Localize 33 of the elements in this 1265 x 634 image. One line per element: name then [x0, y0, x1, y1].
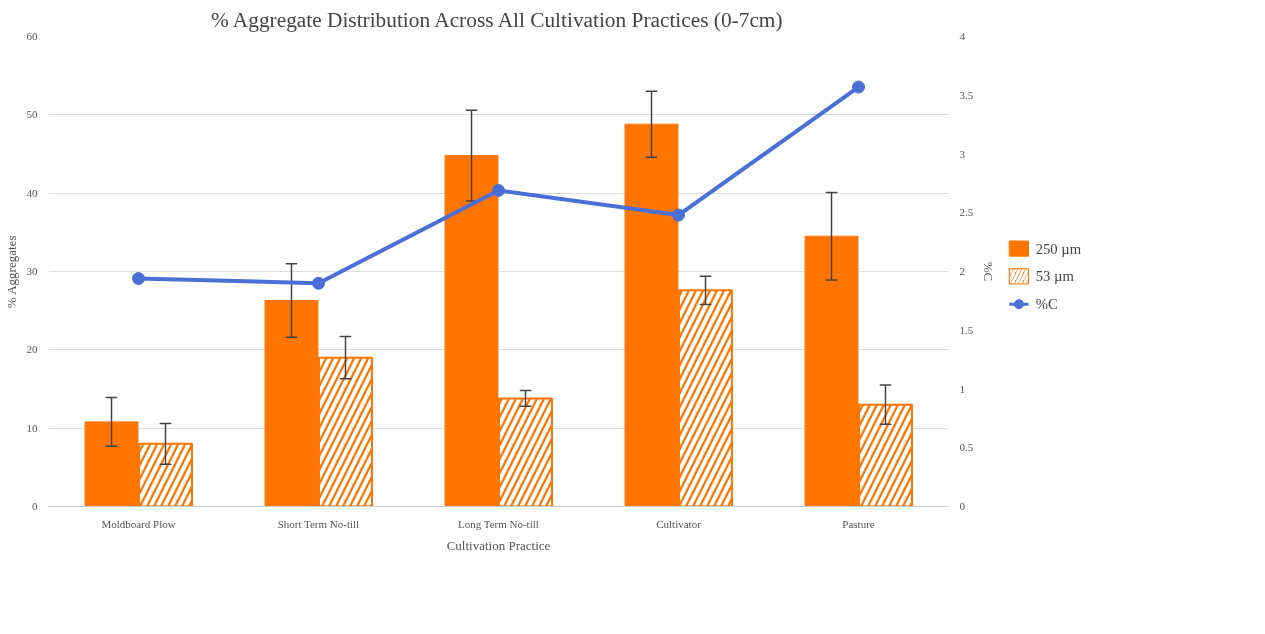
y2-tick-label: 2.5: [959, 206, 974, 219]
point: [312, 276, 325, 290]
y2-axis-title: %C: [981, 261, 997, 282]
y-tick-label: 40: [26, 186, 38, 199]
y2-tick-label: 3.5: [959, 88, 974, 101]
x-tick-label: Short Term No-till: [277, 517, 360, 530]
y2-tick-label: 3: [959, 147, 966, 160]
y-tick-label: 30: [26, 265, 38, 277]
y-axis-title: % Aggregates: [3, 235, 19, 309]
chart-title: % Aggregate Distribution Across All Cultivation Practices (0-7cm): [210, 7, 783, 32]
legend-label: 53 µm: [1035, 268, 1075, 285]
legend-label: %C: [1035, 296, 1058, 313]
y-tick-label: 10: [26, 421, 38, 434]
y2-tick-label: 1.5: [959, 323, 974, 336]
x-tick-label: Moldboard Plow: [101, 517, 176, 530]
legend-label: 250 µm: [1035, 240, 1082, 257]
y2-tick-label: 2: [959, 265, 965, 277]
point: [132, 272, 145, 286]
y2-tick-label: 1: [959, 382, 965, 395]
y-tick-label: 0: [32, 500, 38, 512]
y-tick-label: 50: [26, 108, 38, 121]
y2-tick-label: 0: [959, 500, 966, 512]
x-tick-label: Long Term No-till: [457, 517, 539, 530]
point: [492, 183, 505, 197]
y2-tick-label: 0.5: [959, 441, 974, 454]
x-axis-title: Cultivation Practice: [446, 537, 551, 553]
x-tick-label: Pasture: [842, 517, 875, 530]
y-tick-label: 60: [26, 30, 38, 42]
y2-tick-label: 4: [959, 30, 966, 42]
point: [852, 80, 865, 94]
y-tick-label: 20: [26, 343, 38, 356]
point: [672, 208, 685, 222]
x-tick-label: Cultivator: [656, 517, 702, 530]
